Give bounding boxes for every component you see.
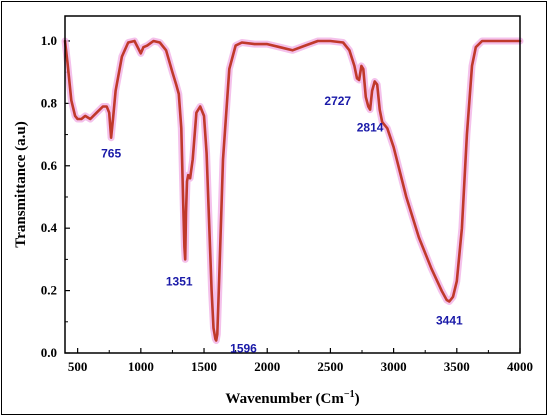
x-tick-label: 1000 — [128, 359, 154, 374]
y-tick-label: 1.0 — [41, 33, 57, 48]
peak-label: 2814 — [357, 121, 384, 135]
ticks-layer — [65, 40, 521, 354]
x-axis-title-close: ) — [355, 391, 360, 407]
plot-area-border — [64, 15, 521, 354]
y-tick-label: 0.6 — [41, 158, 58, 173]
x-tick-label: 1500 — [191, 359, 217, 374]
series-line — [63, 39, 522, 342]
x-tick-label: 2000 — [254, 359, 280, 374]
y-tick-label: 0.0 — [41, 345, 57, 360]
x-axis-title: Wavenumber (Cm−1) — [225, 389, 359, 407]
y-tick-label: 0.4 — [41, 220, 58, 235]
x-tick-label: 3000 — [381, 359, 407, 374]
series-halo — [61, 37, 524, 344]
x-axis-title-superscript: −1 — [344, 389, 355, 400]
x-tick-label: 3500 — [444, 359, 470, 374]
x-axis-title-main: Wavenumber (Cm — [225, 391, 344, 407]
peak-annotations-layer: 765 1351 1596 2727 2814 3441 — [101, 94, 463, 356]
y-tick-label: 0.8 — [41, 95, 58, 110]
peak-label: 1596 — [230, 342, 257, 356]
y-tick-label: 0.2 — [41, 283, 57, 298]
peak-label: 3441 — [436, 314, 463, 328]
x-tick-label: 2500 — [317, 359, 343, 374]
x-tick-label: 4000 — [507, 359, 533, 374]
peak-label: 1351 — [166, 274, 193, 288]
y-axis-title: Transmittance (a.u) — [13, 121, 29, 247]
peak-label: 765 — [101, 147, 121, 161]
peak-label: 2727 — [324, 94, 351, 108]
x-tick-label: 500 — [68, 359, 88, 374]
tick-labels-layer: 500 1000 1500 2000 2500 3000 3500 4000 0.0 0.2 0.4… — [41, 33, 533, 374]
series-layer — [61, 37, 524, 344]
